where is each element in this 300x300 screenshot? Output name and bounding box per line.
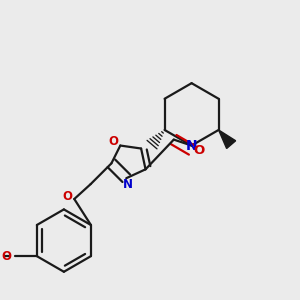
Polygon shape (219, 130, 236, 148)
Text: N: N (123, 178, 133, 191)
Text: O: O (108, 136, 118, 148)
Text: O: O (1, 250, 11, 263)
Text: O: O (63, 190, 73, 202)
Text: O: O (193, 143, 204, 157)
Text: N: N (186, 139, 197, 152)
